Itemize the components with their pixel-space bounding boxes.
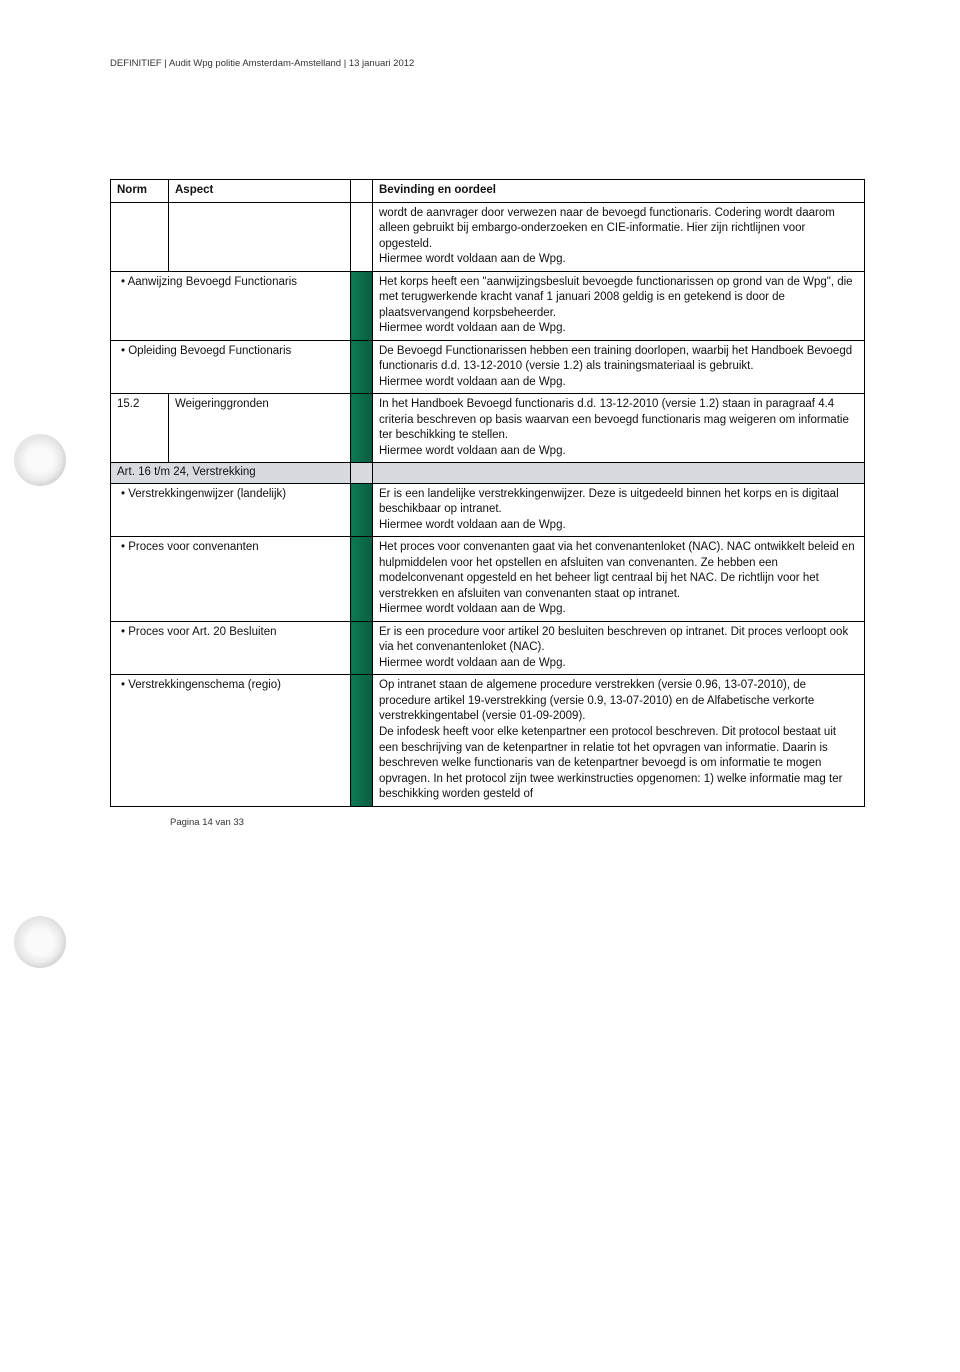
aspect-cell: Verstrekkingenwijzer (landelijk) xyxy=(111,483,351,537)
section-label: Art. 16 t/m 24, Verstrekking xyxy=(111,463,351,484)
document-header: DEFINITIEF | Audit Wpg politie Amsterdam… xyxy=(110,58,865,69)
aspect-label: Proces voor convenanten xyxy=(117,540,344,556)
header-finding: Bevinding en oordeel xyxy=(373,180,865,203)
finding-cell: Het proces voor convenanten gaat via het… xyxy=(373,537,865,622)
header-aspect: Aspect xyxy=(169,180,351,203)
status-cell xyxy=(351,621,373,675)
table-header-row: Norm Aspect Bevinding en oordeel xyxy=(111,180,865,203)
table-row: Proces voor Art. 20 Besluiten Er is een p… xyxy=(111,621,865,675)
status-cell xyxy=(351,394,373,463)
aspect-label: Verstrekkingenschema (regio) xyxy=(117,678,344,694)
aspect-label: Verstrekkingenwijzer (landelijk) xyxy=(117,487,344,503)
finding-cell: Er is een procedure voor artikel 20 besl… xyxy=(373,621,865,675)
status-cell xyxy=(351,483,373,537)
aspect-cell: Weigeringgronden xyxy=(169,394,351,463)
status-cell xyxy=(351,675,373,806)
table-row: 15.2Weigeringgronden In het Handboek Bevo… xyxy=(111,394,865,463)
table-row: Art. 16 t/m 24, Verstrekking xyxy=(111,463,865,484)
page: DEFINITIEF | Audit Wpg politie Amsterdam… xyxy=(0,0,960,1372)
header-norm: Norm xyxy=(111,180,169,203)
findings-table: Norm Aspect Bevinding en oordeel wordt d… xyxy=(110,179,865,807)
norm-cell: 15.2 xyxy=(111,394,169,463)
finding-cell: In het Handboek Bevoegd functionaris d.d… xyxy=(373,394,865,463)
punch-hole xyxy=(14,916,66,968)
table-row: Verstrekkingenwijzer (landelijk) Er is ee… xyxy=(111,483,865,537)
finding-cell: Er is een landelijke verstrekkingenwijze… xyxy=(373,483,865,537)
aspect-label: Aanwijzing Bevoegd Functionaris xyxy=(117,275,344,291)
aspect-cell xyxy=(169,202,351,271)
table-row: Proces voor convenanten Het proces voor c… xyxy=(111,537,865,622)
norm-cell xyxy=(111,202,169,271)
aspect-cell: Verstrekkingenschema (regio) xyxy=(111,675,351,806)
aspect-cell: Opleiding Bevoegd Functionaris xyxy=(111,340,351,394)
aspect-cell: Proces voor convenanten xyxy=(111,537,351,622)
status-cell xyxy=(351,271,373,340)
finding-cell: wordt de aanvrager door verwezen naar de… xyxy=(373,202,865,271)
aspect-label: Opleiding Bevoegd Functionaris xyxy=(117,344,344,360)
status-cell xyxy=(351,340,373,394)
header-status-blank xyxy=(351,180,373,203)
finding-cell: Op intranet staan de algemene procedure … xyxy=(373,675,865,806)
aspect-cell: Aanwijzing Bevoegd Functionaris xyxy=(111,271,351,340)
punch-hole xyxy=(14,434,66,486)
finding-cell: Het korps heeft een "aanwijzingsbesluit … xyxy=(373,271,865,340)
section-status xyxy=(351,463,373,484)
status-cell xyxy=(351,202,373,271)
page-footer: Pagina 14 van 33 xyxy=(170,817,865,828)
table-row: Verstrekkingenschema (regio) Op intranet … xyxy=(111,675,865,806)
aspect-cell: Proces voor Art. 20 Besluiten xyxy=(111,621,351,675)
aspect-label: Proces voor Art. 20 Besluiten xyxy=(117,625,344,641)
table-row: Aanwijzing Bevoegd Functionaris Het korps… xyxy=(111,271,865,340)
section-finding-blank xyxy=(373,463,865,484)
status-cell xyxy=(351,537,373,622)
table-row: wordt de aanvrager door verwezen naar de… xyxy=(111,202,865,271)
table-row: Opleiding Bevoegd Functionaris De Bevoegd… xyxy=(111,340,865,394)
finding-cell: De Bevoegd Functionarissen hebben een tr… xyxy=(373,340,865,394)
